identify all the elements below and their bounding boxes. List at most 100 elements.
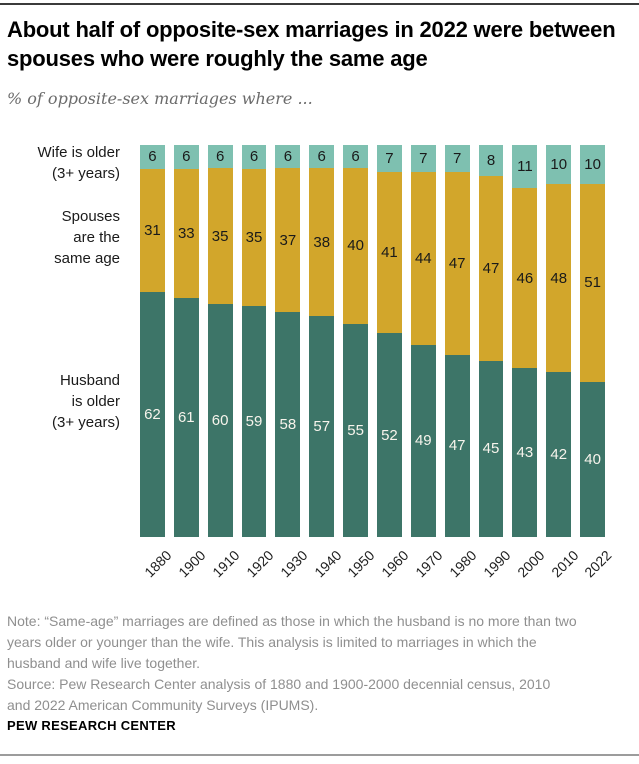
- value-label: 6: [182, 148, 191, 166]
- value-label: 7: [452, 150, 462, 168]
- value-label: 6: [317, 148, 326, 166]
- segment-husband-1960: 52: [377, 333, 402, 537]
- value-label: 7: [419, 150, 428, 168]
- chart-title: About half of opposite-sex marriages in …: [7, 17, 616, 71]
- x-tick-label: 1980: [446, 547, 480, 581]
- segment-husband-1940: 57: [309, 315, 335, 537]
- segment-same-1960: 41: [377, 172, 402, 334]
- segment-wife-1910: 6: [207, 145, 233, 169]
- segment-husband-2010: 42: [546, 372, 572, 537]
- segment-husband-1970: 49: [410, 344, 436, 537]
- bottom-divider: [0, 754, 639, 756]
- stacked-bars: 6 31 62 6 33 61 6 35 60 6 35 59 6 37 58 6 38 57 6 40 55 7 41 52…: [140, 145, 606, 538]
- value-label: 46: [516, 269, 534, 287]
- pew-research-center-logo: PEW RESEARCH CENTER: [7, 718, 176, 733]
- segment-wife-1930: 6: [275, 145, 301, 169]
- bar-1930: 6 37 58: [275, 145, 301, 537]
- note-text: Note: “Same-age” marriages are defined a…: [7, 613, 577, 671]
- segment-husband-1900: 61: [173, 297, 199, 537]
- x-tick-1920: 1920: [242, 537, 276, 599]
- top-divider: [0, 3, 639, 5]
- bar-2010: 10 48 42: [546, 145, 572, 537]
- segment-same-1910: 35: [207, 168, 233, 305]
- x-tick-label: 1950: [344, 547, 378, 581]
- value-label: 40: [347, 237, 364, 255]
- value-label: 47: [482, 259, 500, 277]
- segment-husband-1990: 45: [478, 360, 504, 537]
- x-tick-1930: 1930: [275, 537, 310, 599]
- value-label: 45: [482, 440, 500, 458]
- x-tick-label: 1960: [378, 547, 412, 581]
- value-label: 7: [385, 150, 394, 168]
- segment-husband-1980: 47: [444, 354, 470, 538]
- value-label: 35: [245, 228, 263, 246]
- value-label: 47: [448, 254, 466, 272]
- x-tick-label: 1880: [141, 547, 175, 581]
- segment-same-1980: 47: [444, 172, 470, 355]
- segment-same-1880: 31: [140, 168, 165, 292]
- value-label: 8: [486, 152, 496, 170]
- value-label: 61: [177, 408, 195, 426]
- value-label: 44: [414, 250, 432, 268]
- x-tick-1970: 1970: [411, 537, 445, 599]
- bar-2000: 11 46 43: [512, 145, 538, 537]
- segment-wife-2022: 10: [580, 145, 606, 184]
- bar-1950: 6 40 55: [343, 145, 369, 537]
- x-tick-1960: 1960: [377, 537, 411, 599]
- value-label: 42: [550, 446, 568, 464]
- value-label: 60: [211, 412, 229, 430]
- bar-1990: 8 47 45: [478, 145, 504, 537]
- segment-same-1940: 38: [309, 168, 335, 316]
- value-label: 43: [516, 444, 534, 462]
- x-tick-label: 1940: [310, 547, 345, 581]
- value-label: 31: [144, 221, 161, 239]
- segment-husband-1950: 55: [343, 323, 369, 537]
- x-tick-label: 1900: [175, 547, 209, 581]
- value-label: 6: [351, 148, 360, 166]
- x-tick-2010: 2010: [546, 537, 581, 599]
- x-tick-2022: 2022: [580, 537, 615, 599]
- bar-1960: 7 41 52: [377, 145, 402, 537]
- chart-subtitle: % of opposite-sex marriages where ...: [7, 89, 313, 108]
- x-tick-1900: 1900: [174, 537, 208, 599]
- segment-same-1970: 44: [410, 172, 436, 345]
- segment-husband-1920: 59: [241, 305, 267, 537]
- bar-1910: 6 35 60: [207, 145, 233, 537]
- x-tick-label: 1970: [412, 547, 446, 581]
- segment-same-1930: 37: [275, 168, 301, 312]
- segment-wife-1900: 6: [173, 145, 199, 169]
- x-tick-1950: 1950: [343, 537, 378, 599]
- segment-husband-1910: 60: [207, 304, 233, 537]
- x-tick-label: 2022: [581, 547, 615, 581]
- value-label: 49: [414, 432, 432, 450]
- segment-wife-1950: 6: [343, 145, 369, 169]
- value-label: 48: [550, 269, 568, 287]
- segment-same-2010: 48: [546, 184, 572, 373]
- value-label: 6: [148, 148, 157, 166]
- segment-wife-1940: 6: [309, 145, 335, 169]
- segment-same-1950: 40: [343, 168, 369, 324]
- value-label: 41: [381, 244, 398, 262]
- segment-husband-1880: 62: [140, 291, 165, 537]
- segment-husband-1930: 58: [275, 311, 301, 537]
- segment-same-2022: 51: [580, 183, 606, 382]
- x-tick-1990: 1990: [479, 537, 513, 599]
- x-tick-label: 1910: [209, 547, 243, 581]
- x-tick-2000: 2000: [512, 537, 547, 599]
- bar-1920: 6 35 59: [241, 145, 267, 537]
- series-label-wife-is-older: Wife is older (3+ years): [37, 144, 120, 182]
- value-label: 11: [517, 158, 533, 176]
- value-label: 47: [448, 437, 466, 455]
- value-label: 51: [584, 274, 601, 292]
- bar-1980: 7 47 47: [444, 145, 470, 538]
- series-label-spouses-same-age: Spouses are the same age: [54, 208, 120, 267]
- segment-husband-2000: 43: [512, 368, 538, 537]
- x-tick-label: 2010: [547, 547, 582, 581]
- x-tick-1980: 1980: [445, 537, 479, 599]
- value-label: 6: [215, 148, 225, 166]
- series-label-husband-is-older: Husband is older (3+ years): [52, 372, 120, 431]
- segment-husband-2022: 40: [580, 381, 606, 537]
- x-tick-label: 1990: [480, 547, 514, 581]
- segment-same-1900: 33: [173, 168, 199, 298]
- x-tick-label: 2000: [513, 547, 548, 581]
